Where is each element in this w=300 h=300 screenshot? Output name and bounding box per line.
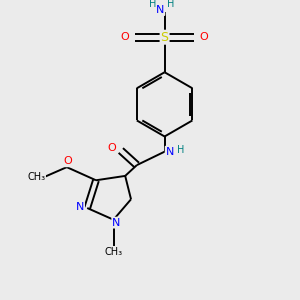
Text: S: S xyxy=(160,31,169,44)
Text: N: N xyxy=(112,218,121,228)
Text: O: O xyxy=(64,156,73,166)
Text: N: N xyxy=(76,202,84,212)
Text: CH₃: CH₃ xyxy=(27,172,45,182)
Text: O: O xyxy=(121,32,130,42)
Text: O: O xyxy=(107,142,116,153)
Text: O: O xyxy=(200,32,208,42)
Text: N: N xyxy=(156,5,164,15)
Text: N: N xyxy=(166,147,174,157)
Text: H: H xyxy=(148,0,156,9)
Text: CH₃: CH₃ xyxy=(104,248,123,257)
Text: H: H xyxy=(177,145,184,155)
Text: H: H xyxy=(167,0,175,9)
